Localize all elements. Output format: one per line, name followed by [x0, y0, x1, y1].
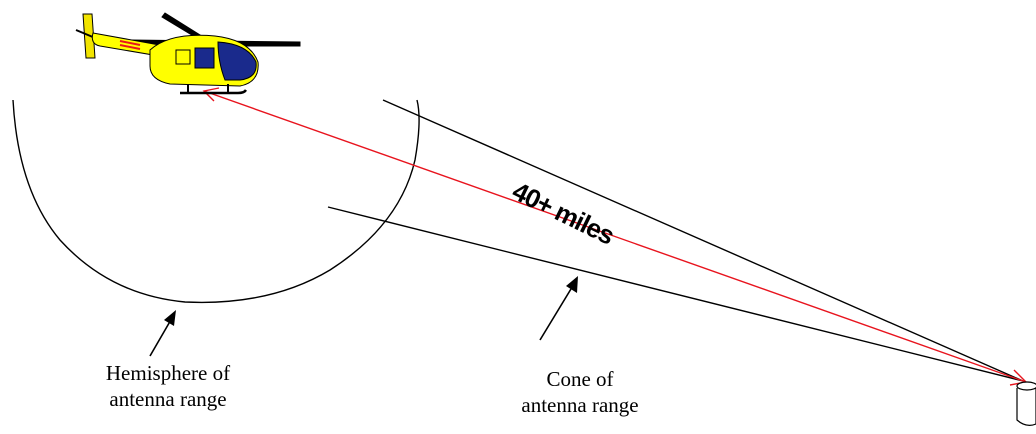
cone-label: Cone of antenna range [470, 366, 690, 418]
hemisphere-pointer-arrowhead [164, 310, 176, 326]
antenna-cylinder-icon [1016, 381, 1036, 426]
signal-line [203, 90, 1027, 383]
cone-label-line2: antenna range [521, 393, 639, 417]
hemisphere-label-line2: antenna range [109, 387, 227, 411]
hemisphere-label: Hemisphere of antenna range [58, 360, 278, 412]
cone-lower-line [327, 206, 1024, 382]
cone-label-line1: Cone of [546, 367, 614, 391]
hemisphere-label-line1: Hemisphere of [105, 361, 231, 385]
cone-upper-line [382, 99, 1024, 382]
hemisphere-arc [12, 99, 420, 304]
helicopter-icon [75, 12, 301, 95]
cone-pointer-arrow [539, 283, 575, 341]
hemisphere-pointer-arrow [149, 317, 173, 357]
cone-pointer-arrowhead [566, 276, 578, 293]
signal-arrowhead-helicopter [202, 87, 220, 102]
